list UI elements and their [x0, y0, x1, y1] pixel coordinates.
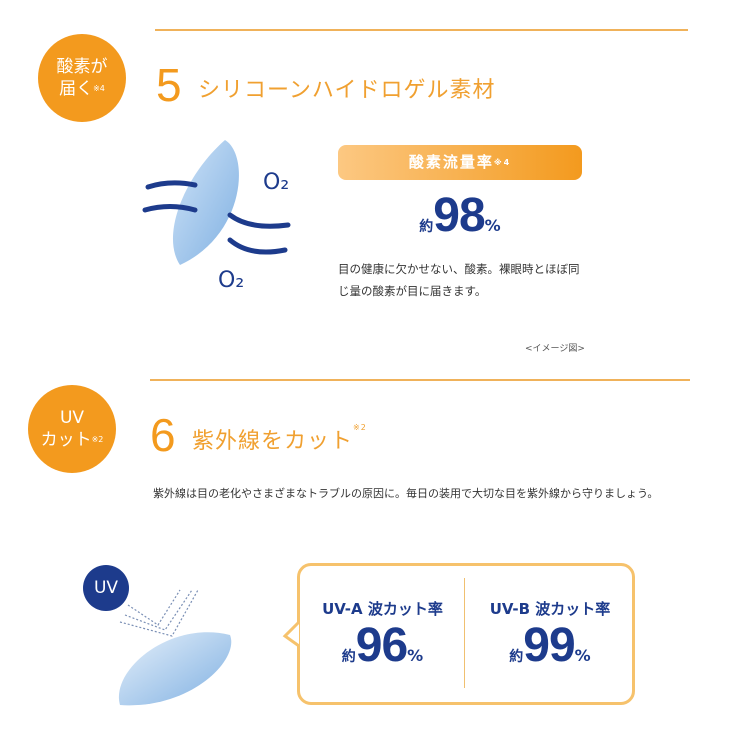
- title-text: 紫外線をカット: [192, 429, 354, 454]
- uv-badge: UV カット※2: [28, 385, 116, 473]
- oxygen-stat: 約98%: [338, 188, 582, 243]
- oxygen-flow-pill: 酸素流量率※4: [338, 145, 582, 180]
- section-divider: [150, 379, 690, 381]
- callout-divider: [464, 578, 465, 688]
- o2-label: O₂: [263, 170, 290, 195]
- section-title: シリコーンハイドロゲル素材: [198, 78, 496, 103]
- badge-note: ※4: [93, 84, 105, 93]
- airflow-icon: [145, 180, 198, 190]
- airflow-icon: [227, 212, 291, 229]
- pill-note: ※4: [493, 158, 512, 167]
- oxygen-description: 目の健康に欠かせない、酸素。裸眼時とほぼ同じ量の酸素が目に届きます。: [338, 262, 580, 298]
- stat-value: 99: [523, 619, 575, 672]
- uv-icon: UV: [83, 565, 129, 611]
- airflow-icon: [227, 237, 288, 255]
- badge-line1: UV: [59, 408, 85, 428]
- uva-label: UV-A 波カット率: [322, 600, 443, 618]
- oxygen-lens-illustration: [142, 140, 291, 265]
- stat-prefix: 約: [509, 649, 524, 665]
- uv-lens-illustration: [118, 589, 232, 706]
- pill-label: 酸素流量率: [408, 153, 494, 171]
- badge-line1: 酸素が: [56, 57, 108, 77]
- uva-stat: 約96%: [300, 618, 465, 673]
- lens-shape: [118, 632, 232, 706]
- uvb-label: UV-B 波カット率: [489, 600, 611, 618]
- stat-value: 98: [433, 189, 485, 242]
- stat-prefix: 約: [341, 649, 356, 665]
- uvb-stat: 約99%: [466, 618, 634, 673]
- badge-line2: 届く: [59, 79, 94, 99]
- image-caption: <イメージ図>: [525, 344, 585, 354]
- o2-label: O₂: [218, 268, 245, 293]
- uv-reflection-icon: [119, 589, 199, 637]
- stat-prefix: 約: [419, 219, 434, 235]
- stat-unit: %: [574, 646, 591, 665]
- airflow-icon: [142, 204, 198, 213]
- callout-pointer: [282, 620, 301, 648]
- oxygen-badge: 酸素が 届く※4: [38, 34, 126, 122]
- section-number: 6: [150, 409, 176, 461]
- stat-value: 96: [355, 619, 408, 672]
- badge-note: ※2: [91, 435, 104, 444]
- uv-cut-callout: [297, 563, 635, 705]
- lens-shape: [172, 140, 239, 265]
- section-number: 5: [156, 59, 182, 111]
- section-divider: [155, 29, 688, 31]
- uv-description: 紫外線は目の老化やさまざまなトラブルの原因に。毎日の装用で大切な目を紫外線から守…: [153, 487, 659, 500]
- stat-unit: %: [484, 216, 501, 235]
- title-note: ※2: [353, 423, 367, 432]
- badge-line2: カット: [40, 430, 92, 450]
- stat-unit: %: [407, 646, 424, 665]
- section-title: 紫外線をカット※2: [192, 423, 367, 455]
